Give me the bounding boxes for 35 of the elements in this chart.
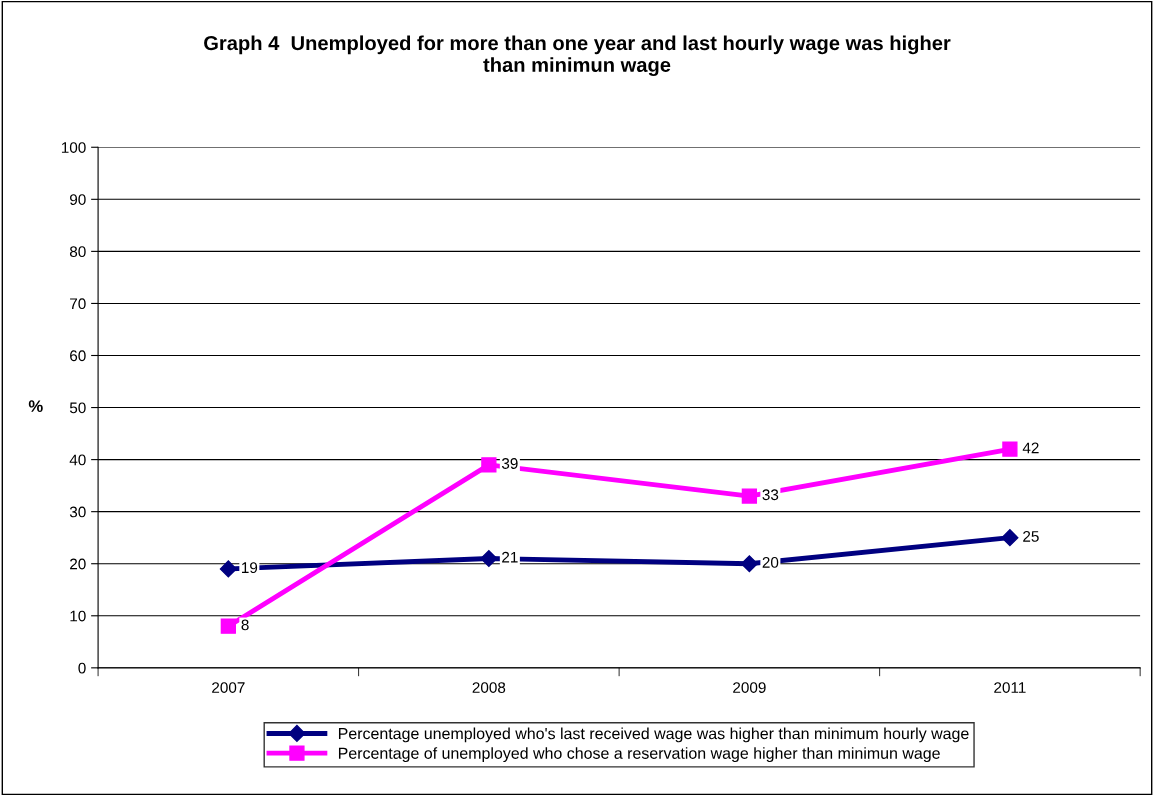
y-tick-label: 70 (70, 298, 86, 310)
data-label: 33 (762, 489, 779, 501)
legend-label: Percentage of unemployed who chose a reservation wage higher than minimun wage (338, 747, 940, 763)
y-tick-label: 90 (70, 194, 86, 205)
x-tick-label: 2007 (212, 682, 245, 693)
y-tick-label: 30 (69, 506, 86, 518)
data-label: 19 (242, 562, 258, 574)
data-label: 42 (1022, 442, 1039, 454)
y-tick-label: 50 (69, 402, 86, 414)
y-tick-label: 40 (69, 454, 86, 466)
data-label: 21 (502, 551, 518, 563)
data-label: 20 (762, 557, 779, 568)
point (220, 618, 236, 634)
y-tick-label: 10 (70, 610, 86, 622)
data-label: 39 (501, 458, 518, 469)
x-tick-label: 2008 (472, 682, 506, 693)
point (740, 555, 758, 573)
x-tick-label: 2009 (733, 682, 766, 693)
point (219, 560, 237, 578)
point (741, 488, 758, 504)
data-label: 25 (1023, 530, 1039, 542)
legend-label: Percentage unemployed who's last received wage was higher than minimum hourly wage (338, 727, 969, 743)
y-tick-label: 80 (69, 246, 86, 258)
data-label: 8 (241, 619, 249, 631)
y-tick-label: 60 (70, 350, 86, 362)
point (1002, 441, 1018, 457)
x-tick-label: 2011 (994, 682, 1026, 693)
point (481, 457, 497, 473)
y-tick-label: 100 (61, 142, 86, 153)
point (1001, 529, 1019, 547)
point (480, 549, 498, 568)
y-tick-label: 20 (70, 558, 86, 570)
y-tick-label: 0 (78, 662, 86, 674)
chart-title: Graph 4 Unemployed for more than one year and last hourly wage was higher than minimun wage (204, 35, 951, 77)
y-axis-title: % (28, 400, 43, 412)
